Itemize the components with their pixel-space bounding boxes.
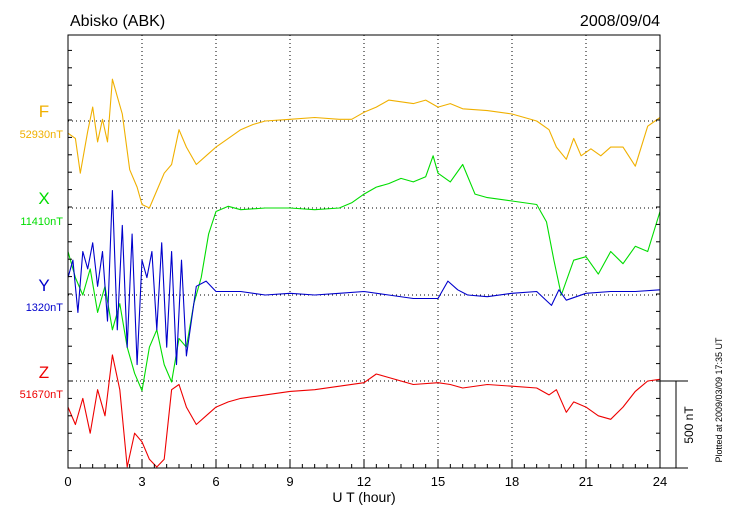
x-tick-label: 0 <box>64 474 71 489</box>
series-name-z: Z <box>39 363 49 382</box>
x-tick-label: 24 <box>653 474 667 489</box>
grid-layer <box>68 35 660 468</box>
series-line-f <box>67 78 661 209</box>
x-tick-label: 18 <box>505 474 519 489</box>
series-layer <box>67 78 661 468</box>
x-tick-label: 3 <box>138 474 145 489</box>
series-name-y: Y <box>38 276 49 295</box>
baseline-value-f: 52930nT <box>20 129 64 141</box>
x-axis-title: U T (hour) <box>332 489 395 505</box>
scale-bar: 500 nT <box>660 380 696 469</box>
x-tick-label: 12 <box>357 474 371 489</box>
series-name-f: F <box>39 102 49 121</box>
baseline-value-x: 11410nT <box>20 216 63 228</box>
x-tick-label: 9 <box>286 474 293 489</box>
label-layer: F 52930nT X 11410nT Y 1320nT Z 51670nT <box>20 102 64 401</box>
plot-date: 2008/09/04 <box>580 13 660 30</box>
tick-layer: 0 3 6 9 12 15 18 21 24 <box>64 49 667 489</box>
baseline-value-y: 1320nT <box>26 302 64 314</box>
x-tick-label: 21 <box>579 474 593 489</box>
series-line-x <box>67 155 661 392</box>
x-tick-label: 6 <box>212 474 219 489</box>
series-line-y <box>67 190 661 366</box>
scale-bar-label: 500 nT <box>682 406 696 444</box>
baseline-value-z: 51670nT <box>20 389 64 401</box>
series-line-z <box>67 354 661 468</box>
plotted-at-note: Plotted at 2009/03/09 17:35 UT <box>714 337 724 463</box>
series-name-x: X <box>38 189 49 208</box>
x-tick-label: 15 <box>431 474 445 489</box>
station-title: Abisko (ABK) <box>70 13 165 30</box>
